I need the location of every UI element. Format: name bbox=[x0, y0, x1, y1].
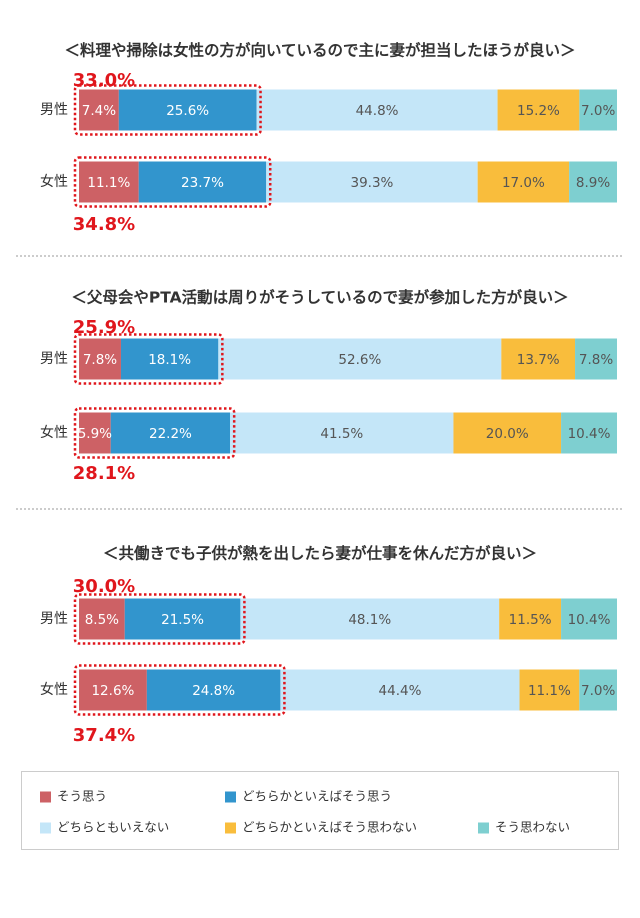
bar-value-label: 15.2% bbox=[517, 103, 560, 119]
section-title: ＜料理や掃除は女性の方が向いているので主に妻が担当したほうが良い＞ bbox=[64, 41, 575, 60]
bar-value-label: 21.5% bbox=[161, 612, 204, 628]
bar-segment-neutral bbox=[218, 338, 502, 380]
bar-value-label: 52.6% bbox=[338, 352, 381, 368]
bar-value-label: 7.0% bbox=[581, 103, 615, 119]
legend-label: そう思わない bbox=[495, 820, 570, 835]
highlight-box bbox=[73, 664, 286, 716]
bar-value-label: 7.8% bbox=[83, 352, 117, 368]
legend-box bbox=[21, 771, 619, 850]
bar-value-label: 39.3% bbox=[350, 175, 393, 191]
bar-segment-somewhat_agree bbox=[138, 161, 267, 203]
row-group-label: 男性 bbox=[40, 611, 68, 627]
legend-label: どちらかといえばそう思わない bbox=[242, 820, 417, 835]
bar-segment-agree bbox=[79, 669, 147, 711]
bar-segment-disagree bbox=[579, 89, 617, 131]
bar-segment-somewhat_agree bbox=[120, 338, 219, 380]
legend-label: どちらかといえばそう思う bbox=[242, 789, 392, 804]
bar-value-label: 13.7% bbox=[517, 352, 560, 368]
bar-segment-neutral bbox=[230, 412, 454, 454]
combined-agree-value: 33.0% bbox=[73, 70, 135, 91]
section-title: ＜共働きでも子供が熱を出したら妻が仕事を休んだ方が良い＞ bbox=[103, 544, 537, 563]
bar-value-label: 11.1% bbox=[528, 683, 571, 699]
bar-value-label: 8.9% bbox=[576, 175, 610, 191]
legend-swatch-neutral bbox=[40, 822, 51, 834]
bar-segment-somewhat_agree bbox=[124, 598, 241, 640]
row-group-label: 男性 bbox=[40, 351, 68, 367]
legend-label: そう思う bbox=[57, 789, 107, 804]
bar-value-label: 44.4% bbox=[379, 683, 422, 699]
bar-value-label: 17.0% bbox=[502, 175, 545, 191]
bar-segment-somewhat_agree bbox=[118, 89, 257, 131]
bar-segment-somewhat_disagree bbox=[519, 669, 580, 711]
bar-value-label: 5.9% bbox=[78, 426, 112, 442]
bar-segment-agree bbox=[79, 161, 139, 203]
bar-segment-somewhat_agree bbox=[110, 412, 231, 454]
row-group-label: 女性 bbox=[40, 681, 68, 698]
bar-segment-disagree bbox=[561, 412, 617, 454]
section-title: ＜父母会やPTA活動は周りがそうしているので妻が参加した方が良い＞ bbox=[71, 288, 568, 307]
bar-segment-neutral bbox=[266, 161, 478, 203]
bar-segment-somewhat_disagree bbox=[501, 338, 576, 380]
bar-segment-agree bbox=[79, 412, 111, 454]
bar-segment-agree bbox=[79, 598, 125, 640]
row-group-label: 女性 bbox=[40, 424, 68, 441]
bar-segment-agree bbox=[79, 338, 121, 380]
highlight-box bbox=[73, 593, 246, 645]
bar-value-label: 12.6% bbox=[91, 683, 134, 699]
legend-label: どちらともいえない bbox=[57, 820, 169, 835]
bar-value-label: 25.6% bbox=[166, 103, 209, 119]
bar-segment-somewhat_disagree bbox=[453, 412, 562, 454]
bar-value-label: 10.4% bbox=[568, 612, 611, 628]
combined-agree-value: 28.1% bbox=[73, 463, 135, 484]
highlight-box bbox=[73, 333, 224, 385]
highlight-box bbox=[73, 407, 236, 459]
bar-value-label: 11.1% bbox=[87, 175, 130, 191]
bar-segment-disagree bbox=[579, 669, 617, 711]
legend-swatch-somewhat_disagree bbox=[225, 822, 236, 834]
bar-value-label: 11.5% bbox=[509, 612, 552, 628]
bar-segment-neutral bbox=[240, 598, 500, 640]
legend-swatch-disagree bbox=[478, 822, 489, 834]
bar-segment-somewhat_agree bbox=[146, 669, 281, 711]
bar-value-label: 44.8% bbox=[356, 103, 399, 119]
bar-value-label: 24.8% bbox=[192, 683, 235, 699]
bar-segment-disagree bbox=[561, 598, 617, 640]
bar-segment-disagree bbox=[575, 338, 617, 380]
bar-value-label: 7.8% bbox=[579, 352, 613, 368]
bar-segment-somewhat_disagree bbox=[477, 161, 570, 203]
bar-segment-neutral bbox=[280, 669, 520, 711]
bar-value-label: 8.5% bbox=[85, 612, 119, 628]
bar-value-label: 48.1% bbox=[348, 612, 391, 628]
bar-segment-somewhat_disagree bbox=[497, 89, 580, 131]
row-group-label: 女性 bbox=[40, 173, 68, 190]
combined-agree-value: 37.4% bbox=[73, 725, 135, 746]
bar-segment-agree bbox=[79, 89, 119, 131]
bar-segment-disagree bbox=[569, 161, 617, 203]
bar-value-label: 10.4% bbox=[568, 426, 611, 442]
bar-segment-somewhat_disagree bbox=[499, 598, 562, 640]
bar-value-label: 18.1% bbox=[148, 352, 191, 368]
bar-value-label: 41.5% bbox=[320, 426, 363, 442]
legend-swatch-agree bbox=[40, 791, 51, 803]
bar-value-label: 7.0% bbox=[581, 683, 615, 699]
combined-agree-value: 30.0% bbox=[73, 576, 135, 597]
legend-swatch-somewhat_agree bbox=[225, 791, 236, 803]
combined-agree-value: 34.8% bbox=[73, 214, 135, 235]
bar-value-label: 22.2% bbox=[149, 426, 192, 442]
bar-value-label: 7.4% bbox=[82, 103, 116, 119]
row-group-label: 男性 bbox=[40, 102, 68, 118]
bar-value-label: 20.0% bbox=[486, 426, 529, 442]
bar-value-label: 23.7% bbox=[181, 175, 224, 191]
combined-agree-value: 25.9% bbox=[73, 317, 135, 338]
bar-segment-neutral bbox=[256, 89, 498, 131]
